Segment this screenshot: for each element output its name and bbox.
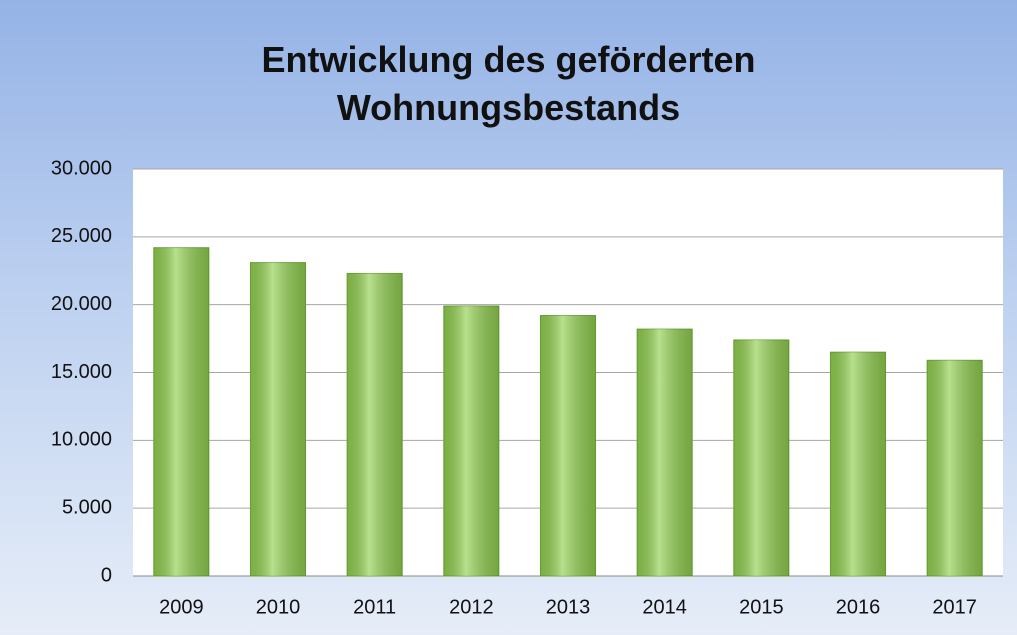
x-tick-label: 2012 [449, 596, 494, 618]
x-tick-label: 2017 [932, 596, 977, 618]
y-tick-label: 15.000 [51, 361, 112, 383]
bar-highlight [830, 352, 886, 576]
x-tick-label: 2014 [642, 596, 687, 618]
x-tick-label: 2011 [353, 596, 396, 618]
x-tick-label: 2015 [739, 596, 784, 618]
y-tick-label: 5.000 [62, 496, 112, 518]
bar-highlight [540, 315, 596, 576]
x-tick-label: 2013 [546, 596, 591, 618]
x-tick-label: 2010 [256, 596, 301, 618]
y-tick-label: 30.000 [51, 157, 112, 179]
bar-highlight [153, 247, 209, 577]
bar-highlight [733, 339, 789, 576]
y-tick-label: 0 [101, 564, 112, 586]
bar-highlight [927, 360, 983, 576]
bar-highlight [347, 273, 403, 576]
x-tick-label: 2016 [836, 596, 881, 618]
chart-title: Entwicklung des geförderten Wohnungsbest… [261, 39, 756, 128]
y-tick-label: 10.000 [51, 429, 112, 451]
x-tick-label: 2009 [159, 596, 204, 618]
y-tick-label: 20.000 [51, 293, 112, 315]
bar-highlight [637, 329, 693, 576]
bar-highlight [250, 262, 306, 576]
bar-highlight [443, 306, 499, 576]
y-tick-label: 25.000 [51, 225, 112, 247]
